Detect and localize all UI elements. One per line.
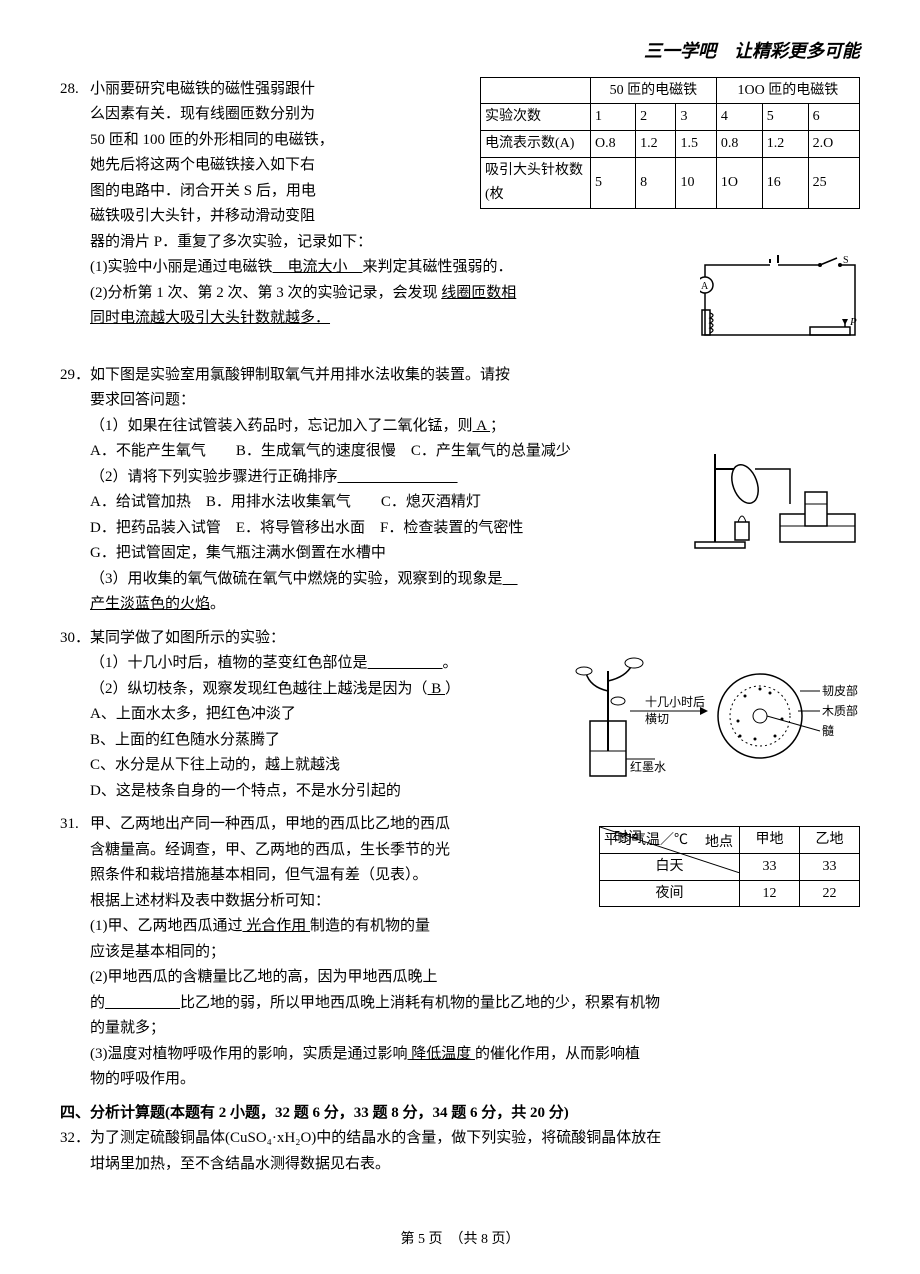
question-30: 30．某同学做了如图所示的实验： 红墨水 十几小时后	[60, 626, 860, 805]
section-4-heading: 四、分析计算题(本题有 2 小题，32 题 6 分，33 题 8 分，34 题 …	[60, 1101, 860, 1127]
svg-text:红墨水: 红墨水	[630, 759, 666, 774]
question-28: 50 匝的电磁铁 1OO 匝的电磁铁 实验次数 123 456 电流表示数(A)…	[60, 77, 860, 355]
svg-text:木质部: 木质部	[822, 703, 858, 718]
q32-number: 32．	[60, 1126, 90, 1152]
plant-diagram: 红墨水 十几小时后 横切	[570, 651, 860, 801]
svg-text:横切: 横切	[645, 712, 669, 726]
svg-text:髓: 髓	[822, 724, 834, 738]
svg-text:韧皮部: 韧皮部	[822, 683, 858, 698]
chem-apparatus-diagram	[690, 444, 860, 564]
question-32: 32．为了测定硫酸铜晶体(CuSO₄·xH₂O)中的结晶水的含量，做下列实验，将…	[60, 1126, 860, 1177]
page-footer: 第 5 页 （共 8 页）	[0, 1228, 920, 1252]
q28-number: 28.	[60, 77, 90, 103]
circuit-diagram: S A P	[700, 255, 860, 355]
q29-number: 29．	[60, 363, 90, 389]
q30-number: 30．	[60, 626, 90, 652]
svg-text:十几小时后: 十几小时后	[645, 695, 705, 709]
svg-text:A: A	[701, 281, 709, 292]
q28-table: 50 匝的电磁铁 1OO 匝的电磁铁 实验次数 123 456 电流表示数(A)…	[480, 77, 860, 209]
question-29: 29．如下图是实验室用氯酸钾制取氧气并用排水法收集的装置。请按 要求回答问题：	[60, 363, 860, 618]
question-31: 平均气温／℃ 地点 时间 甲地 乙地 白天 33 33 夜间	[60, 812, 860, 1093]
brand-header: 三一学吧 让精彩更多可能	[60, 36, 860, 67]
q31-table: 平均气温／℃ 地点 时间 甲地 乙地 白天 33 33 夜间	[599, 826, 860, 907]
svg-text:P: P	[849, 316, 857, 328]
svg-text:S: S	[843, 255, 849, 266]
q31-number: 31.	[60, 812, 90, 838]
